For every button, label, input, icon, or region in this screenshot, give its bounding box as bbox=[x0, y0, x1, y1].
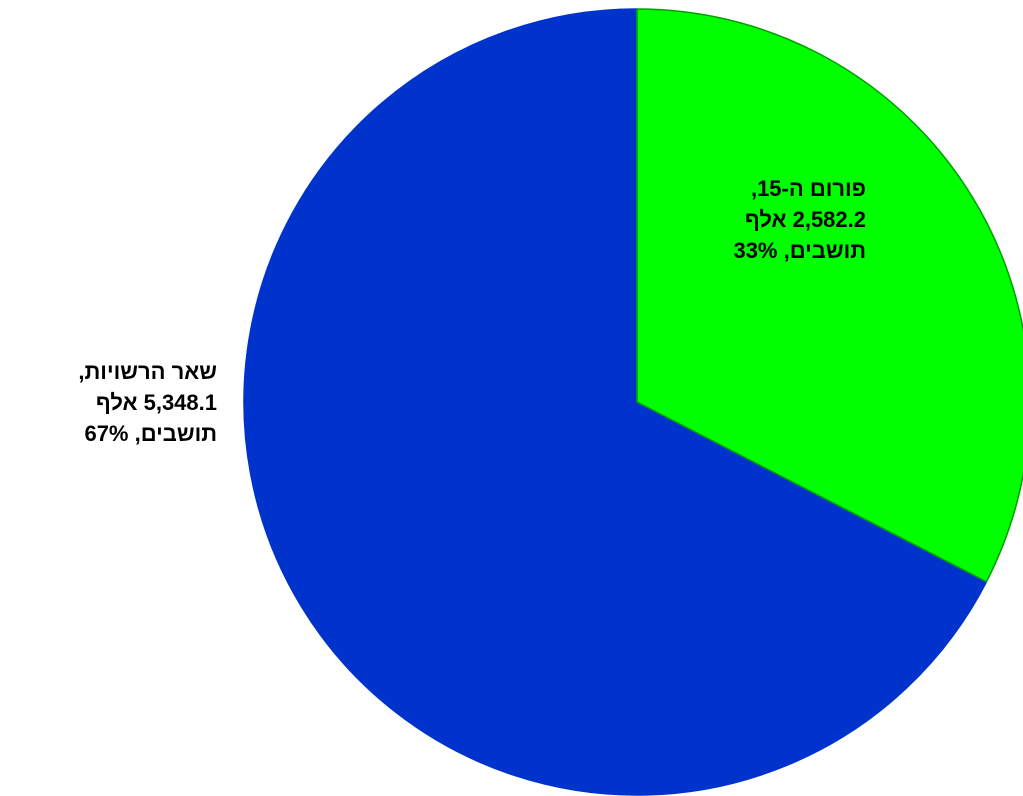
slice-label-forum-15: פורום ה-15, 2,582.2 אלף תושבים, 33% bbox=[733, 173, 866, 266]
slice-label-line: שאר הרשויות, bbox=[78, 359, 217, 384]
pie-slice-others bbox=[243, 8, 988, 796]
slice-label-line: תושבים, 33% bbox=[733, 238, 866, 263]
slice-label-line: תושבים, 67% bbox=[84, 421, 217, 446]
slice-label-others: שאר הרשויות, 5,348.1 אלף תושבים, 67% bbox=[78, 356, 217, 449]
slice-label-line: 2,582.2 אלף bbox=[744, 207, 866, 232]
slice-label-line: פורום ה-15, bbox=[750, 176, 866, 201]
slice-label-line: 5,348.1 אלף bbox=[95, 390, 217, 415]
